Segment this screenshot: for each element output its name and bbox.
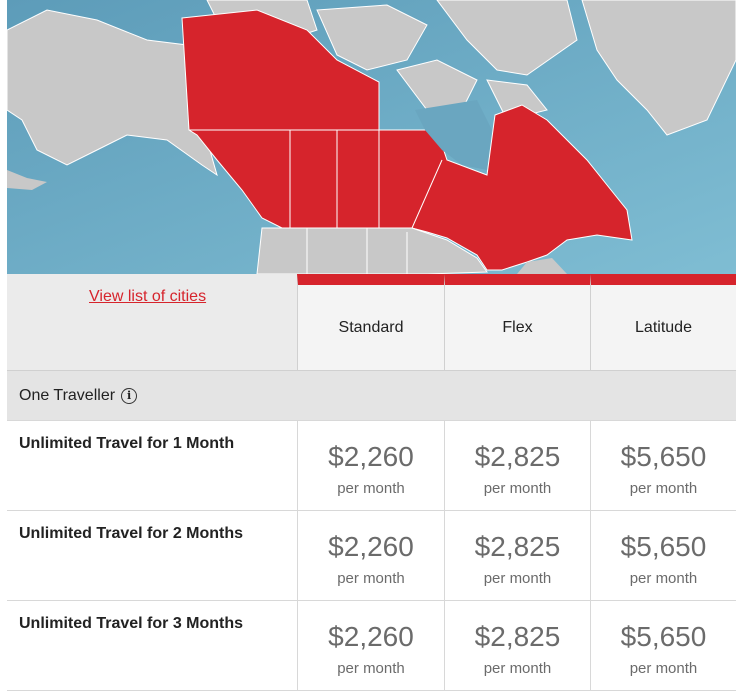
section-title: One Traveller xyxy=(19,386,116,404)
price-unit: per month xyxy=(629,570,698,587)
table-row: Unlimited Travel for 2 Months $2,260 per… xyxy=(7,511,736,601)
price-cell: $2,260 per month xyxy=(297,511,444,600)
price-unit: per month xyxy=(483,660,552,677)
price-amount: $5,650 xyxy=(620,621,707,652)
price-cell: $5,650 per month xyxy=(590,601,736,690)
view-cities-link[interactable]: View list of cities xyxy=(89,288,207,305)
price-unit: per month xyxy=(483,570,552,587)
price-cell: $5,650 per month xyxy=(590,511,736,600)
price-cell: $2,825 per month xyxy=(444,511,590,600)
price-cell: $2,825 per month xyxy=(444,601,590,690)
table-header: View list of cities Standard Flex Latitu… xyxy=(7,274,736,371)
price-amount: $2,825 xyxy=(474,621,561,652)
price-unit: per month xyxy=(337,570,405,587)
price-cell: $2,260 per month xyxy=(297,601,444,690)
column-header-latitude: Latitude xyxy=(590,274,736,371)
canada-map xyxy=(7,0,736,274)
info-icon[interactable]: i xyxy=(121,387,138,404)
price-cell: $5,650 per month xyxy=(590,421,736,510)
price-amount: $2,260 xyxy=(328,531,414,562)
table-row: Unlimited Travel for 3 Months $2,260 per… xyxy=(7,601,736,691)
price-cell: $2,260 per month xyxy=(297,421,444,510)
price-amount: $5,650 xyxy=(620,531,707,562)
section-one-traveller: One Traveller i xyxy=(7,371,736,421)
price-amount: $2,825 xyxy=(474,441,561,472)
price-unit: per month xyxy=(629,660,698,677)
fare-table: View list of cities Standard Flex Latitu… xyxy=(7,274,736,691)
row-label: Unlimited Travel for 1 Month xyxy=(19,435,235,452)
price-amount: $2,260 xyxy=(328,621,414,652)
price-cell: $2,825 per month xyxy=(444,421,590,510)
canada-map-graphic xyxy=(7,0,736,274)
row-label: Unlimited Travel for 2 Months xyxy=(19,525,244,542)
price-amount: $2,825 xyxy=(474,531,561,562)
price-unit: per month xyxy=(337,480,405,497)
price-amount: $2,260 xyxy=(328,441,414,472)
price-unit: per month xyxy=(337,660,405,677)
header-lead-cell: View list of cities xyxy=(7,274,297,371)
row-label: Unlimited Travel for 3 Months xyxy=(19,615,244,632)
column-header-standard: Standard xyxy=(297,274,444,371)
price-unit: per month xyxy=(483,480,552,497)
table-row: Unlimited Travel for 1 Month $2,260 per … xyxy=(7,421,736,511)
price-amount: $5,650 xyxy=(620,441,707,472)
column-header-flex: Flex xyxy=(444,274,590,371)
price-unit: per month xyxy=(629,480,698,497)
